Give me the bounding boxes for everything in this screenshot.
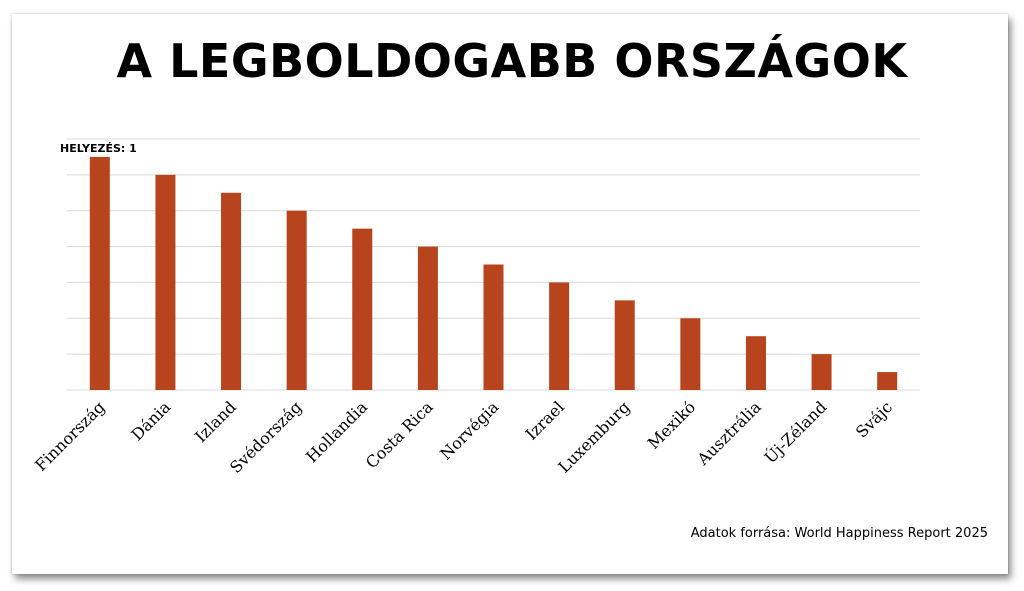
bar — [352, 228, 373, 390]
chart-title: A LEGBOLDOGABB ORSZÁGOK — [116, 34, 908, 88]
bar — [680, 318, 701, 390]
bar — [549, 282, 570, 390]
chart-frame — [12, 14, 1008, 574]
bar — [286, 210, 307, 390]
category-label: Izland — [191, 397, 240, 446]
category-label: Hollandia — [302, 397, 371, 466]
source-note: Adatok forrása: World Happiness Report 2… — [690, 526, 988, 541]
bar — [745, 336, 766, 390]
bars — [89, 156, 898, 390]
bar — [877, 372, 898, 390]
category-label: Svájc — [852, 397, 896, 441]
rank-annotation: HELYEZÉS: 1 — [60, 142, 137, 155]
category-labels: Finnország Dánia IzlandSvédországHollandia… — [31, 397, 896, 477]
bar — [221, 192, 242, 390]
bar — [155, 174, 176, 390]
bar — [483, 264, 504, 390]
category-label: Costa Rica — [362, 397, 437, 472]
bar — [811, 354, 832, 390]
category-label: Új-Zéland — [760, 397, 830, 467]
category-label: Finnország — [31, 397, 108, 474]
category-label: Izrael — [522, 397, 568, 443]
bar — [89, 156, 110, 390]
bar — [417, 246, 438, 390]
category-label: Mexikó — [644, 397, 699, 452]
category-label: Dánia — [127, 397, 174, 444]
category-label: Ausztrália — [693, 397, 765, 469]
bar — [614, 300, 635, 390]
category-label: Norvégia — [436, 397, 503, 464]
